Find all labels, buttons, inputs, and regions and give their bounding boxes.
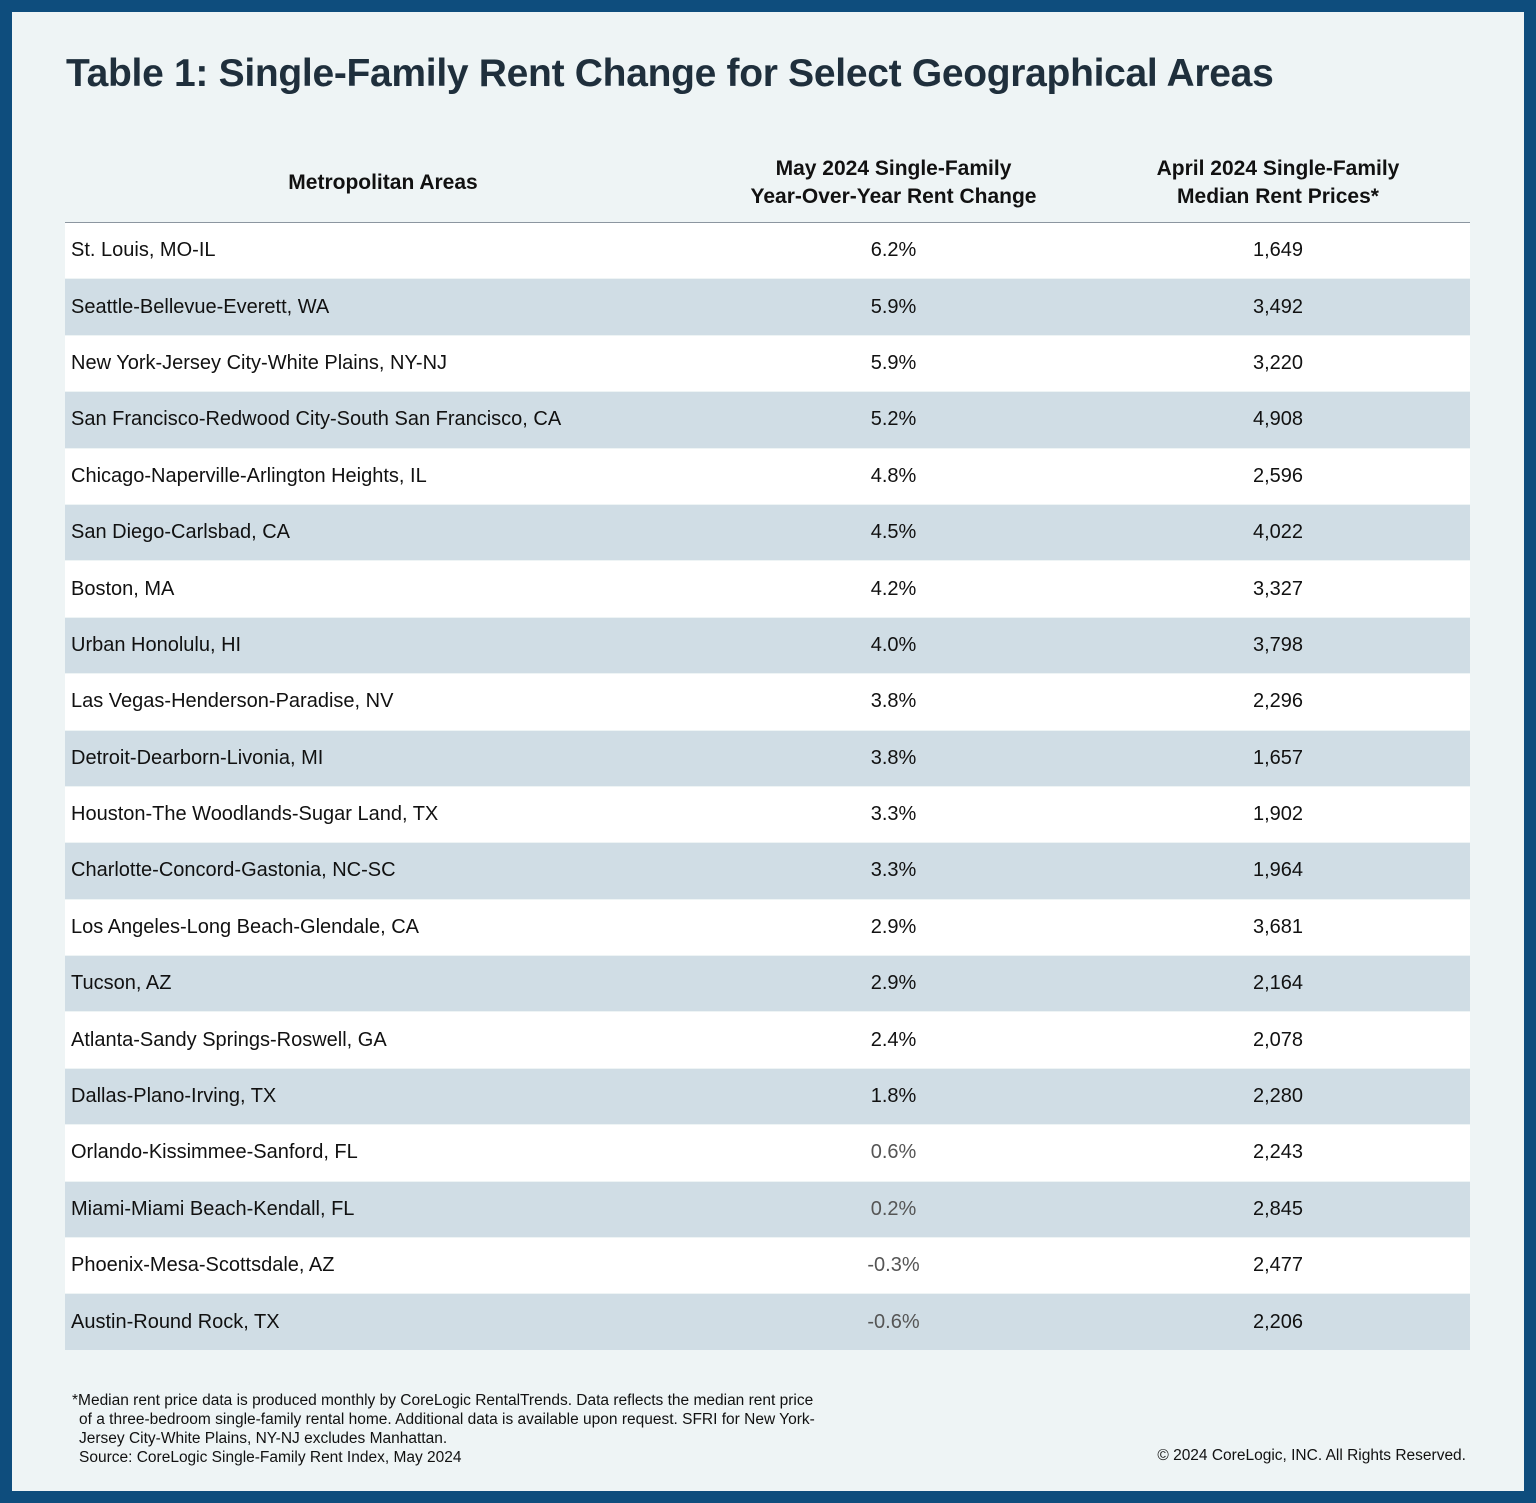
cell-rent: 2,296 (1252, 690, 1304, 713)
footnote-line: Jersey City-White Plains, NY-NJ excludes… (79, 1430, 448, 1447)
table-row: Seattle-Bellevue-Everett, WA 5.9% 3,492 (65, 279, 1470, 336)
cell-rent: 2,078 (1252, 1028, 1304, 1051)
cell-change: 3.3% (870, 803, 917, 826)
table-row: Charlotte-Concord-Gastonia, NC-SC 3.3% 1,9… (65, 843, 1470, 900)
cell-rent: 3,798 (1252, 633, 1304, 656)
cell-change: 3.3% (870, 859, 917, 882)
copyright: © 2024 CoreLogic, INC. All Rights Reserv… (1157, 1447, 1466, 1464)
cell-rent: 2,596 (1252, 464, 1304, 487)
cell-rent: 2,845 (1252, 1197, 1304, 1220)
table-row: Los Angeles-Long Beach-Glendale, CA 2.9% 3… (65, 899, 1470, 957)
table-row: San Francisco-Redwood City-South San Fra… (65, 392, 1470, 449)
table-row: Boston, MA 4.2% 3,327 (65, 561, 1470, 618)
cell-area: Phoenix-Mesa-Scottsdale, AZ (71, 1254, 335, 1277)
cell-change: 4.5% (870, 521, 917, 544)
table-row: Dallas-Plano-Irving, TX 1.8% 2,280 (65, 1068, 1470, 1126)
table-row: San Diego-Carlsbad, CA 4.5% 4,022 (65, 504, 1470, 562)
cell-rent: 1,964 (1252, 859, 1304, 882)
cell-change: 4.8% (870, 464, 917, 487)
cell-area: St. Louis, MO-IL (71, 239, 216, 262)
cell-rent: 2,477 (1252, 1254, 1304, 1277)
cell-change: 2.9% (870, 915, 917, 938)
cell-rent: 1,649 (1252, 239, 1304, 262)
table-row: Phoenix-Mesa-Scottsdale, AZ -0.3% 2,477 (65, 1238, 1470, 1295)
cell-change: 2.4% (870, 1028, 917, 1051)
cell-change: -0.3% (867, 1254, 920, 1277)
source-line: Source: CoreLogic Single-Family Rent Ind… (79, 1449, 462, 1466)
cell-area: Dallas-Plano-Irving, TX (71, 1085, 277, 1108)
column-header-area: Metropolitan Areas (288, 171, 478, 194)
cell-rent: 1,902 (1252, 803, 1304, 826)
table-body: St. Louis, MO-IL 6.2% 1,649 Seattle-Bellevu… (65, 223, 1470, 1351)
table-row: Orlando-Kissimmee-Sanford, FL 0.6% 2,243 (65, 1125, 1470, 1182)
cell-change: 5.9% (870, 295, 917, 318)
table-row: Atlanta-Sandy Springs-Roswell, GA 2.4% 2,0… (65, 1012, 1470, 1069)
cell-area: San Francisco-Redwood City-South San Fra… (71, 408, 562, 431)
table-row: Chicago-Naperville-Arlington Heights, IL… (65, 448, 1470, 505)
table-row: St. Louis, MO-IL 6.2% 1,649 (65, 223, 1470, 280)
table-row: Tucson, AZ 2.9% 2,164 (65, 956, 1470, 1013)
cell-rent: 3,327 (1252, 577, 1304, 600)
cell-change: 4.0% (870, 633, 917, 656)
cell-change: -0.6% (867, 1310, 920, 1333)
cell-area: Urban Honolulu, HI (71, 633, 242, 656)
cell-area: Las Vegas-Henderson-Paradise, NV (71, 690, 394, 713)
cell-change: 5.2% (870, 408, 917, 431)
cell-rent: 2,206 (1252, 1310, 1304, 1333)
cell-area: Los Angeles-Long Beach-Glendale, CA (71, 915, 420, 938)
cell-rent: 4,022 (1252, 521, 1304, 544)
table-header: Metropolitan Areas May 2024 Single-Famil… (65, 144, 1470, 223)
cell-rent: 4,908 (1252, 408, 1304, 431)
footnote-line: of a three-bedroom single-family rental … (79, 1411, 815, 1428)
table-row: Detroit-Dearborn-Livonia, MI 3.8% 1,657 (65, 730, 1470, 787)
page-title: Table 1: Single-Family Rent Change for S… (66, 52, 1274, 95)
cell-area: Miami-Miami Beach-Kendall, FL (71, 1197, 355, 1220)
cell-change: 0.6% (870, 1141, 917, 1164)
table-row: Houston-The Woodlands-Sugar Land, TX 3.3%… (65, 786, 1470, 844)
cell-rent: 3,492 (1252, 295, 1304, 318)
table-row: Las Vegas-Henderson-Paradise, NV 3.8% 2,29… (65, 674, 1470, 731)
cell-area: Orlando-Kissimmee-Sanford, FL (71, 1141, 358, 1164)
cell-area: Tucson, AZ (71, 972, 172, 995)
cell-change: 0.2% (870, 1197, 917, 1220)
cell-area: San Diego-Carlsbad, CA (71, 521, 290, 544)
column-header-change: May 2024 Single-Family Year-Over-Year Re… (750, 157, 1037, 208)
cell-change: 5.9% (870, 351, 917, 374)
cell-area: Charlotte-Concord-Gastonia, NC-SC (71, 859, 396, 882)
column-header-rent: April 2024 Single-Family Median Rent Pri… (1156, 157, 1400, 208)
cell-area: Austin-Round Rock, TX (71, 1310, 280, 1333)
footnote: *Median rent price data is produced mont… (72, 1391, 932, 1467)
cell-change: 2.9% (870, 972, 917, 995)
table-row: New York-Jersey City-White Plains, NY-NJ… (65, 335, 1470, 393)
rent-table: Metropolitan Areas May 2024 Single-Famil… (65, 144, 1470, 1351)
cell-area: Houston-The Woodlands-Sugar Land, TX (71, 803, 439, 826)
cell-rent: 3,681 (1252, 915, 1304, 938)
cell-area: New York-Jersey City-White Plains, NY-NJ (71, 351, 448, 374)
cell-area: Seattle-Bellevue-Everett, WA (71, 295, 330, 318)
table-row: Austin-Round Rock, TX -0.6% 2,206 (65, 1294, 1470, 1351)
cell-rent: 2,280 (1252, 1085, 1304, 1108)
cell-rent: 2,243 (1252, 1141, 1304, 1164)
cell-area: Atlanta-Sandy Springs-Roswell, GA (71, 1028, 387, 1051)
cell-rent: 1,657 (1252, 746, 1304, 769)
cell-change: 4.2% (870, 577, 917, 600)
cell-rent: 2,164 (1252, 972, 1304, 995)
cell-rent: 3,220 (1252, 351, 1304, 374)
cell-change: 3.8% (870, 690, 917, 713)
table-row: Miami-Miami Beach-Kendall, FL 0.2% 2,845 (65, 1181, 1470, 1239)
cell-change: 1.8% (870, 1085, 917, 1108)
cell-area: Detroit-Dearborn-Livonia, MI (71, 746, 324, 769)
cell-change: 6.2% (870, 239, 917, 262)
cell-change: 3.8% (870, 746, 917, 769)
table-row: Urban Honolulu, HI 4.0% 3,798 (65, 617, 1470, 675)
cell-area: Chicago-Naperville-Arlington Heights, IL (71, 464, 427, 487)
cell-area: Boston, MA (71, 577, 175, 600)
footnote-line: *Median rent price data is produced mont… (72, 1392, 814, 1409)
